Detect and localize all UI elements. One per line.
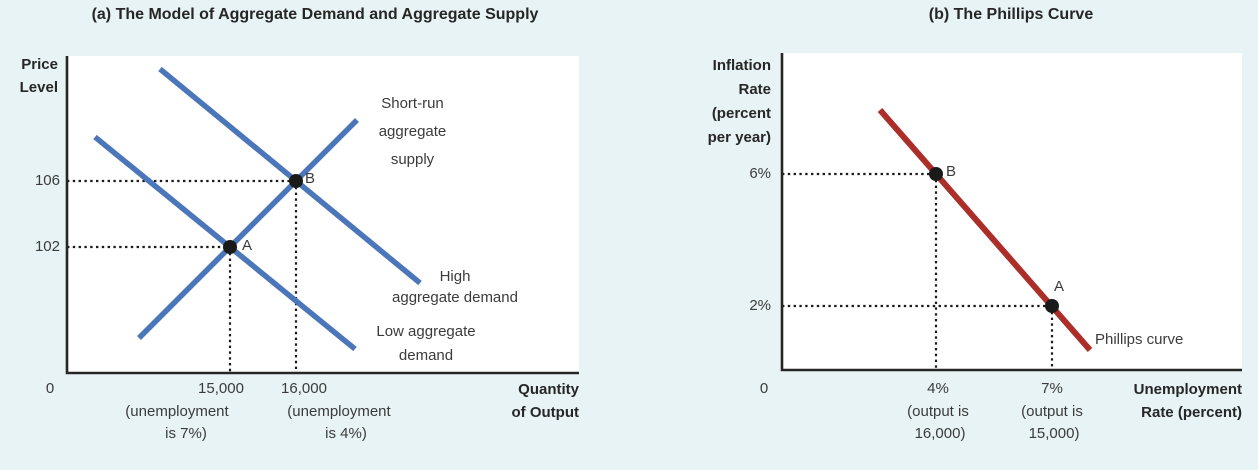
- x-tick-15000-note1: (unemployment: [125, 403, 229, 420]
- x-axis-title-a-line2: of Output: [511, 403, 579, 421]
- high-aggregate-demand-curve: [158, 66, 422, 286]
- x-axis-title-a-line1: Quantity: [518, 381, 579, 398]
- x-tick-4pct: 4%: [927, 380, 949, 397]
- low-ad-label-line2: demand: [398, 347, 454, 364]
- panel-ad-as: (a) The Model of Aggregate Demand and Ag…: [6, 6, 579, 442]
- x-tick-7pct-note2: 15,000): [1028, 425, 1080, 442]
- low-ad-label: Low aggregate demand: [346, 320, 506, 368]
- x-tick-4pct-note1: (output is: [907, 403, 969, 420]
- short-run-aggregate-supply-curve: [137, 118, 359, 340]
- guide-lines-a: [67, 179, 298, 373]
- guide-lines-b: [782, 172, 1054, 370]
- panel-b-title: (b) The Phillips Curve: [928, 6, 1094, 23]
- x-tick-15000-note2: is 7%): [165, 425, 207, 442]
- y-tick-6pct: 6%: [749, 165, 771, 182]
- x-tick-16000-note2: is 4%): [325, 425, 367, 442]
- phillips-curve-label: Phillips curve: [1095, 331, 1184, 348]
- origin-label-a: 0: [45, 380, 55, 397]
- y-axis-title-b-line4: per year): [707, 129, 771, 146]
- high-ad-label-line1: High: [439, 268, 471, 285]
- x-axis-title-b-line1: Unemployment: [1133, 381, 1242, 398]
- ad-as-chart: [65, 56, 579, 375]
- y-axis-title-a-line2: Level: [19, 79, 58, 96]
- y-tick-106: 106: [34, 172, 60, 189]
- origin-label-b: 0: [759, 380, 769, 397]
- low-ad-label-line1: Low aggregate: [376, 323, 476, 340]
- phillips-chart: [780, 53, 1242, 372]
- x-tick-16000-note1: (unemployment: [287, 403, 391, 420]
- x-tick-16000: 16,000: [281, 380, 327, 397]
- point-a-label-b: A: [1054, 278, 1065, 295]
- x-tick-15000: 15,000: [198, 380, 244, 397]
- point-b-label-b: B: [946, 163, 957, 180]
- high-ad-label-line2: aggregate demand: [392, 289, 518, 306]
- sras-label-line3: supply: [390, 151, 435, 168]
- y-axis-title-b-line2: Rate: [738, 81, 771, 98]
- y-axis-title-a-line1: Price: [21, 56, 58, 73]
- sras-label: Short-run aggregate supply: [340, 90, 485, 174]
- point-a-dot: [223, 240, 237, 254]
- x-tick-7pct: 7%: [1041, 380, 1063, 397]
- point-b-label-a: B: [305, 170, 316, 187]
- x-axis-title-b: Unemployment Rate (percent): [1064, 379, 1242, 424]
- x-tick-7pct-note1: (output is: [1021, 403, 1083, 420]
- point-b-dot: [289, 174, 303, 188]
- x-axis-title-b-line2: Rate (percent): [1141, 403, 1242, 421]
- sras-label-line1: Short-run: [381, 95, 444, 112]
- point-a-dot-phillips: [1045, 299, 1059, 313]
- y-axis-title-b-line3: (percent: [711, 105, 771, 122]
- y-tick-2pct: 2%: [749, 297, 771, 314]
- panel-a-title: (a) The Model of Aggregate Demand and Ag…: [91, 6, 539, 23]
- plot-area-b: [782, 53, 1242, 370]
- point-b-dot-phillips: [929, 167, 943, 181]
- panel-phillips: (b) The Phillips Curve Inflation Rate (p…: [630, 0, 1258, 470]
- sras-label-line2: aggregate: [378, 123, 447, 140]
- high-ad-label: High aggregate demand: [375, 266, 535, 308]
- y-axis-title-b: Inflation Rate (percent per year): [649, 54, 771, 150]
- y-axis-title-a: Price Level: [6, 53, 58, 99]
- axes-a: [65, 56, 579, 375]
- y-tick-102: 102: [34, 238, 60, 255]
- axes-b: [780, 53, 1242, 372]
- x-tick-4pct-note2: 16,000): [914, 425, 966, 442]
- point-a-label-a: A: [242, 237, 253, 254]
- y-axis-title-b-line1: Inflation: [712, 57, 771, 74]
- x-axis-title-a: Quantity of Output: [429, 379, 579, 424]
